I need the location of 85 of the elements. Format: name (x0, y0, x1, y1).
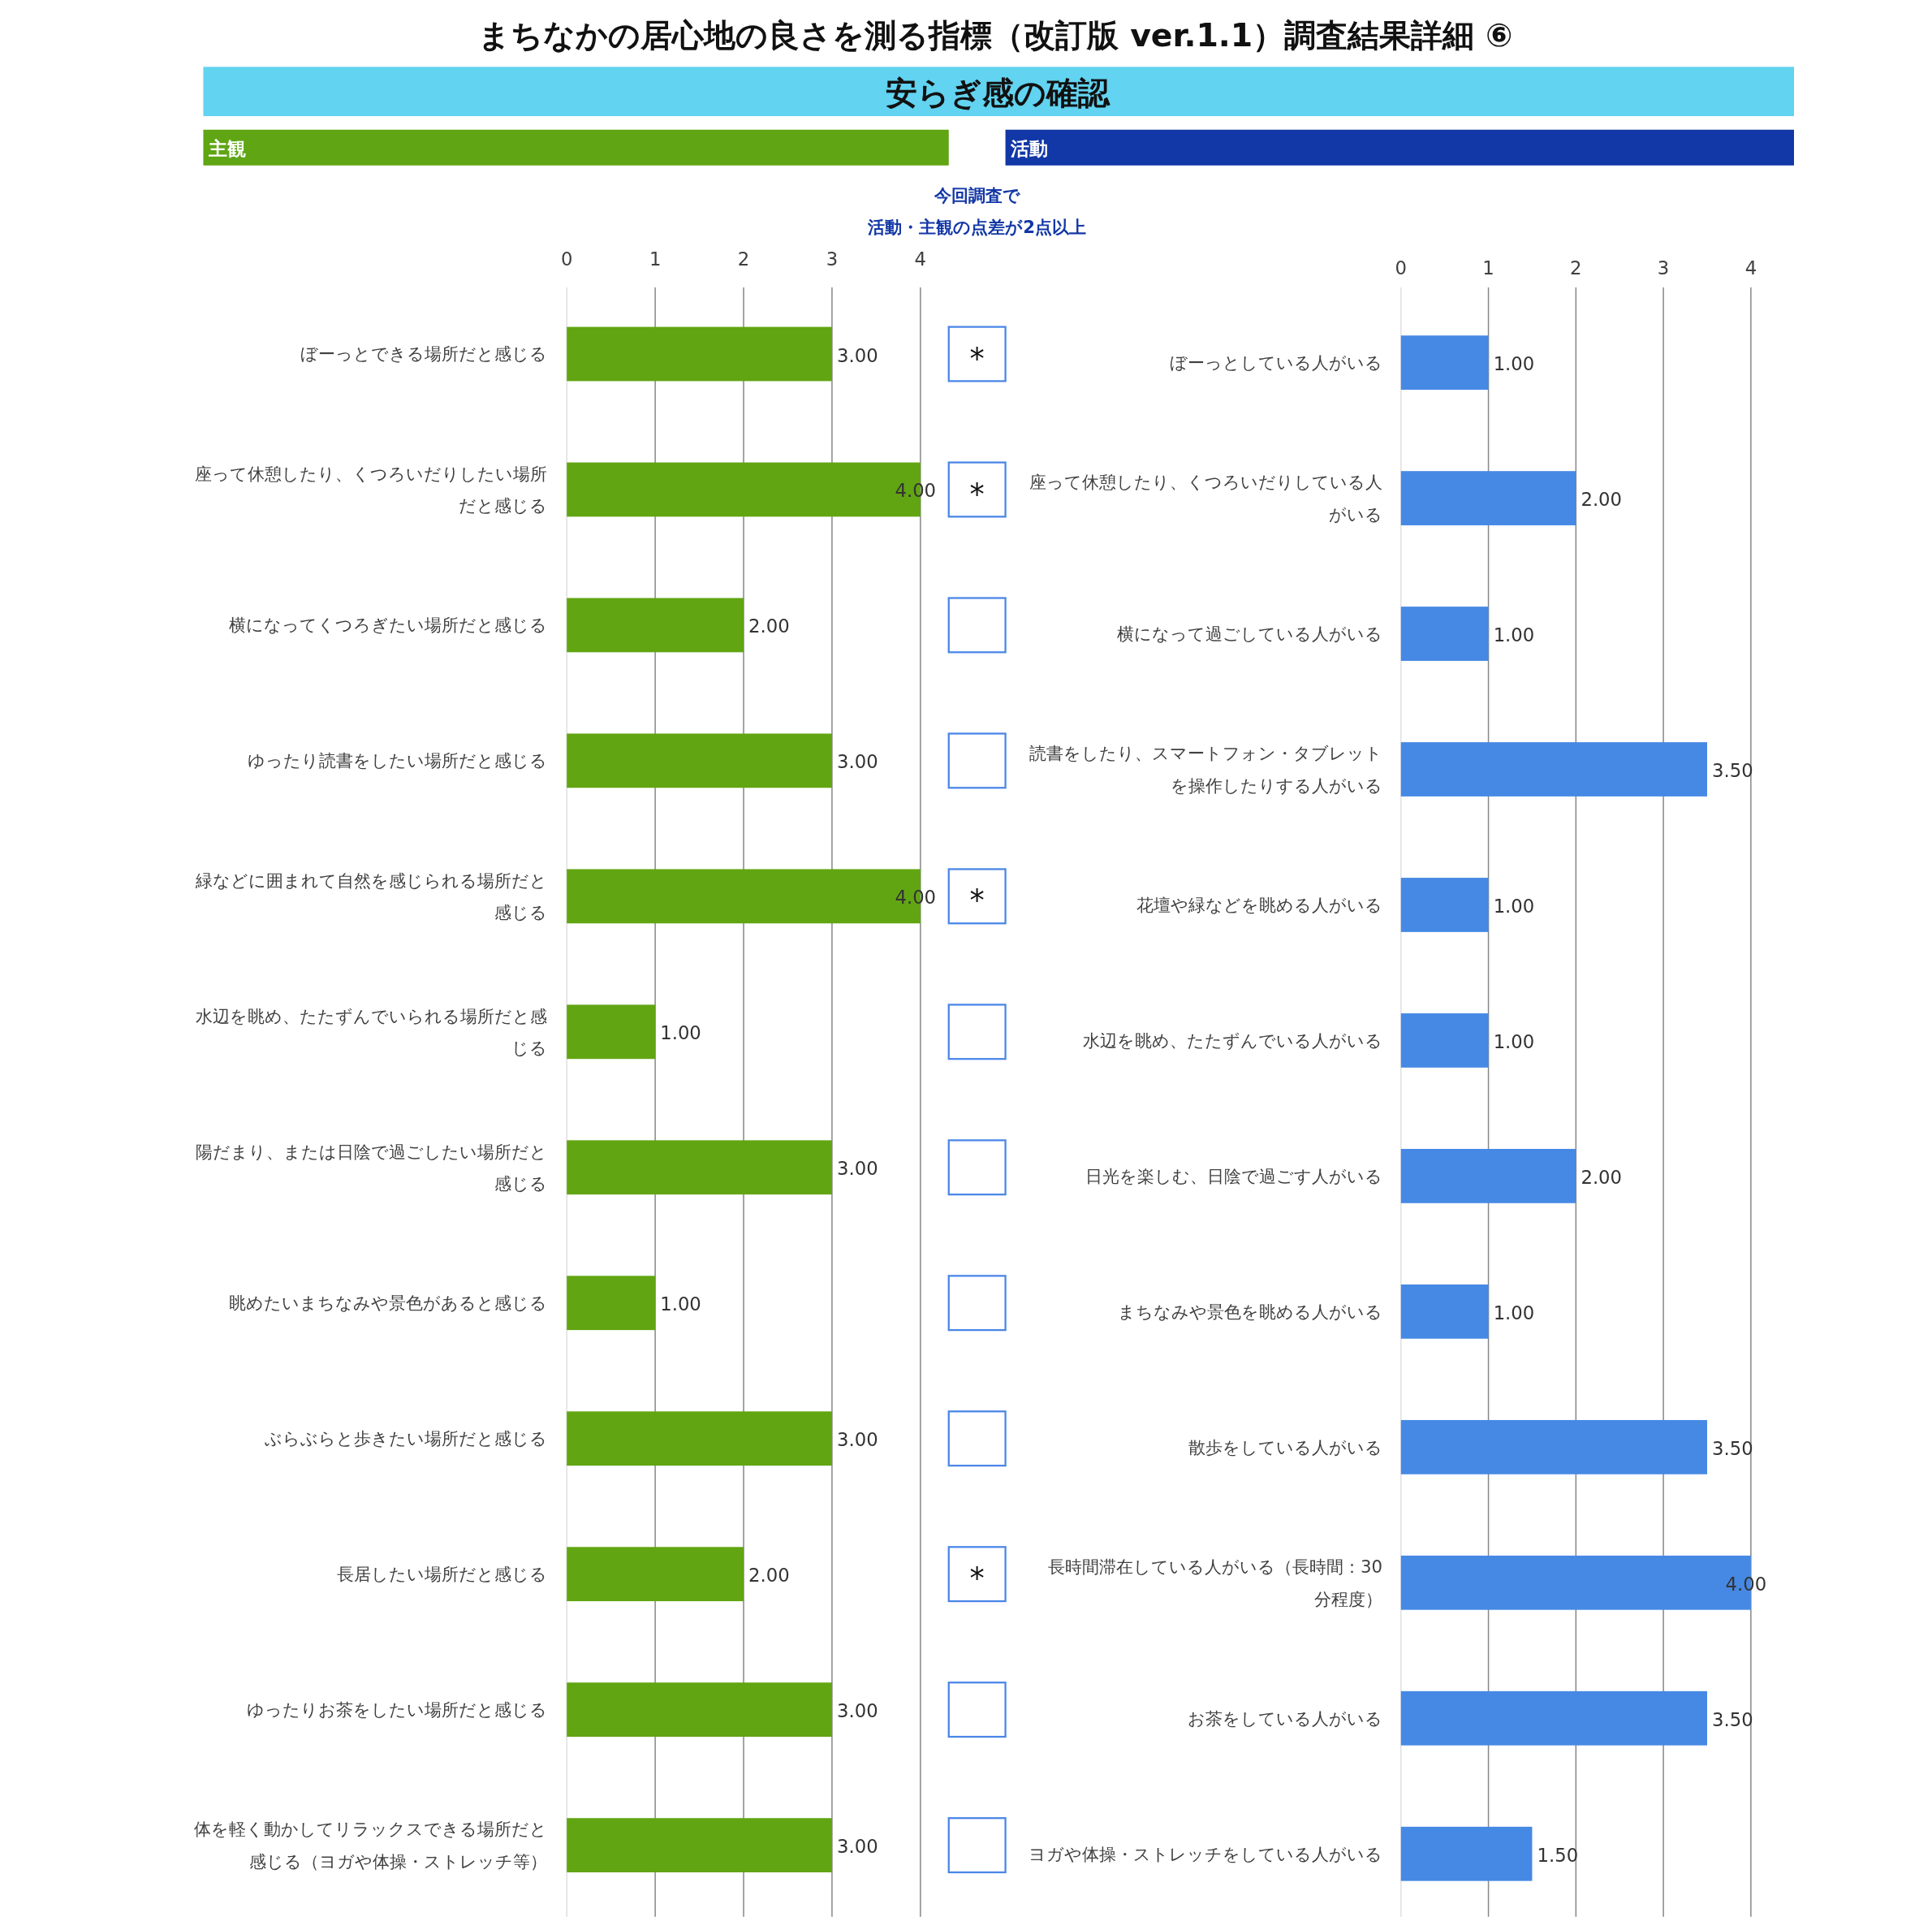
data-label: 2.00 (748, 1565, 790, 1587)
data-label: 2.00 (748, 615, 790, 637)
bar (567, 1004, 656, 1060)
data-label: 3.50 (1712, 760, 1753, 782)
data-label: 3.00 (837, 344, 878, 366)
y-tick-label: ゆったり読書をしたい場所だと感じる (247, 750, 547, 771)
y-tick-label: 陽だまり、または日陰で過ごしたい場所だと感じる (195, 1141, 547, 1194)
bar (567, 733, 832, 788)
bar (567, 1411, 832, 1466)
data-label: 3.00 (837, 1836, 878, 1858)
x-tick-label: 1 (1482, 257, 1494, 278)
y-tick-label: 長時間滞在している人がいる（長時間：30分程度） (1047, 1556, 1383, 1609)
bar (567, 1276, 656, 1331)
bar (1400, 1013, 1489, 1068)
text: 今回調査で (933, 184, 1020, 205)
data-label: 3.50 (1712, 1708, 1753, 1730)
text: * (969, 883, 985, 919)
x-tick-label: 4 (914, 248, 927, 270)
text: * (969, 477, 985, 512)
bar (1400, 1284, 1489, 1339)
data-label: 2.00 (1581, 1166, 1623, 1188)
data-label: 3.50 (1712, 1437, 1753, 1459)
text: * (969, 1561, 985, 1597)
data-label: 1.00 (1493, 624, 1535, 646)
data-label: 1.00 (660, 1293, 701, 1315)
x-tick-label: 2 (1570, 257, 1582, 278)
text: まちなかの居心地の良さを測る指標（改訂版 ver.1.1）調査結果詳細 ⑥ (478, 15, 1513, 54)
bar (567, 1547, 744, 1602)
x-tick-label: 0 (1395, 257, 1408, 278)
data-label: 3.00 (837, 751, 878, 773)
data-label: 3.00 (837, 1700, 878, 1722)
y-tick-label: 花壇や緑などを眺める人がいる (1136, 894, 1383, 915)
y-tick-label: 体を軽く動かしてリラックスできる場所だと感じる（ヨガや体操・ストレッチ等） (193, 1819, 547, 1872)
y-tick-label: 長居したい場所だと感じる (336, 1564, 547, 1585)
bar (1400, 1419, 1707, 1474)
bar (1400, 1149, 1576, 1203)
y-tick-label: 座って休憩したり、くつろいだりしている人がいる (1029, 472, 1383, 525)
y-tick-label: 眺めたいまちなみや景色があると感じる (228, 1293, 547, 1314)
text: 活動 (1009, 137, 1048, 159)
bar (1400, 742, 1707, 797)
data-label: 1.00 (1493, 1030, 1535, 1052)
y-tick-label: まちなみや景色を眺める人がいる (1118, 1301, 1383, 1322)
x-tick-label: 0 (560, 248, 573, 270)
y-tick-label: 横になってくつろぎたい場所だと感じる (228, 615, 547, 636)
y-tick-label: 横になって過ごしている人がいる (1117, 624, 1383, 645)
y-tick-label: 読書をしたり、スマートフォン・タブレットを操作したりする人がいる (1029, 743, 1383, 796)
y-tick-label: 水辺を眺め、たたずんでいられる場所だと感じる (195, 1005, 547, 1059)
bar (567, 1140, 832, 1195)
data-label: 2.00 (1581, 489, 1623, 511)
y-tick-label: 日光を楽しむ、日陰で過ごす人がいる (1085, 1165, 1383, 1186)
x-tick-label: 4 (1744, 257, 1757, 278)
y-tick-label: ぼーっとしている人がいる (1170, 352, 1383, 373)
text: 安らぎ感の確認 (886, 74, 1111, 112)
x-tick-label: 1 (649, 248, 662, 270)
bar (567, 326, 832, 382)
bar (1400, 335, 1489, 391)
bar (1400, 878, 1489, 932)
bar (1400, 607, 1489, 661)
bar (567, 1682, 832, 1738)
x-tick-label: 2 (737, 248, 750, 270)
y-tick-label: ゆったりお茶をしたい場所だと感じる (246, 1699, 547, 1721)
data-label: 1.00 (1493, 353, 1535, 375)
y-tick-label: 緑などに囲まれて自然を感じられる場所だと感じる (194, 870, 547, 923)
text: * (969, 341, 985, 377)
y-tick-label: 座って休憩したり、くつろいだりしたい場所だと感じる (194, 463, 547, 516)
bar (1400, 471, 1576, 525)
data-label: 3.00 (837, 1158, 878, 1180)
y-tick-label: ぶらぶらと歩きたい場所だと感じる (264, 1428, 547, 1449)
bar (1400, 1826, 1533, 1881)
text: 活動・主観の点差が2点以上 (867, 217, 1087, 238)
y-tick-label: 散歩をしている人がいる (1188, 1436, 1383, 1457)
bar (567, 598, 744, 653)
y-tick-label: お茶をしている人がいる (1188, 1708, 1383, 1729)
x-tick-label: 3 (826, 248, 839, 270)
data-label: 1.00 (1493, 1302, 1535, 1323)
y-tick-label: 水辺を眺め、たたずんでいる人がいる (1083, 1030, 1383, 1051)
data-label: 1.00 (660, 1022, 701, 1044)
text: 主観 (207, 137, 246, 159)
data-label: 3.00 (837, 1429, 878, 1451)
y-tick-label: ヨガや体操・ストレッチをしている人がいる (1029, 1843, 1383, 1864)
bar (1400, 1690, 1707, 1746)
x-tick-label: 3 (1657, 257, 1670, 278)
y-tick-label: ぼーっとできる場所だと感じる (300, 343, 547, 365)
data-label: 1.00 (1493, 895, 1535, 917)
bar (567, 1818, 832, 1872)
